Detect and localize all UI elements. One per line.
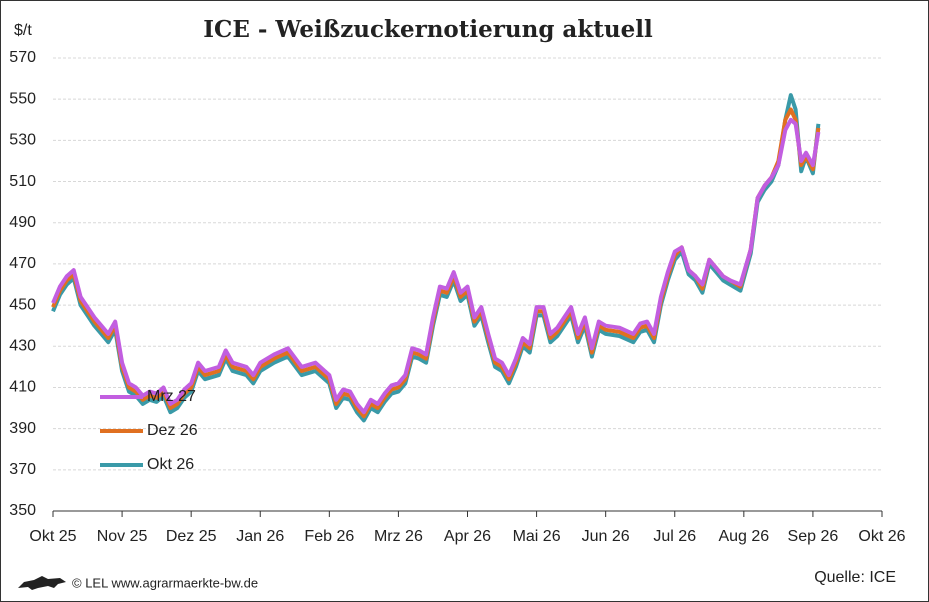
y-tick-label: 430 <box>9 337 36 354</box>
y-tick-label: 390 <box>9 420 36 437</box>
x-tick-label: Aug 26 <box>718 528 769 545</box>
x-tick-label: Jun 26 <box>582 528 630 545</box>
y-axis-label: $/t <box>14 22 32 39</box>
y-tick-label: 350 <box>9 502 36 519</box>
y-tick-label: 530 <box>9 132 36 149</box>
series-line <box>51 117 821 415</box>
y-tick-label: 490 <box>9 214 36 231</box>
x-tick-label: Okt 26 <box>858 528 905 545</box>
x-tick-label: Mai 26 <box>513 528 561 545</box>
x-tick-label: Nov 25 <box>97 528 148 545</box>
legend-label: Okt 26 <box>147 456 194 473</box>
y-tick-label: 370 <box>9 461 36 478</box>
x-tick-label: Feb 26 <box>304 528 354 545</box>
y-tick-label: 570 <box>9 49 36 66</box>
y-tick-label: 550 <box>9 90 36 107</box>
chart-title: ICE - Weißzuckernotierung aktuell <box>203 16 653 43</box>
logo <box>18 576 66 590</box>
y-tick-label: 410 <box>9 379 36 396</box>
x-tick-label: Okt 25 <box>29 528 76 545</box>
y-tick-label: 470 <box>9 255 36 272</box>
source: Quelle: ICE <box>814 569 896 586</box>
y-tick-label: 450 <box>9 296 36 313</box>
x-tick-label: Dez 25 <box>166 528 217 545</box>
legend-label: Mrz 27 <box>147 388 196 405</box>
x-tick-label: Mrz 26 <box>374 528 423 545</box>
x-tick-label: Sep 26 <box>788 528 839 545</box>
credit: © LEL www.agrarmaerkte-bw.de <box>72 575 258 590</box>
x-tick-label: Jul 26 <box>653 528 696 545</box>
x-tick-label: Jan 26 <box>236 528 284 545</box>
x-tick-label: Apr 26 <box>444 528 491 545</box>
y-tick-label: 510 <box>9 173 36 190</box>
legend-label: Dez 26 <box>147 422 198 439</box>
